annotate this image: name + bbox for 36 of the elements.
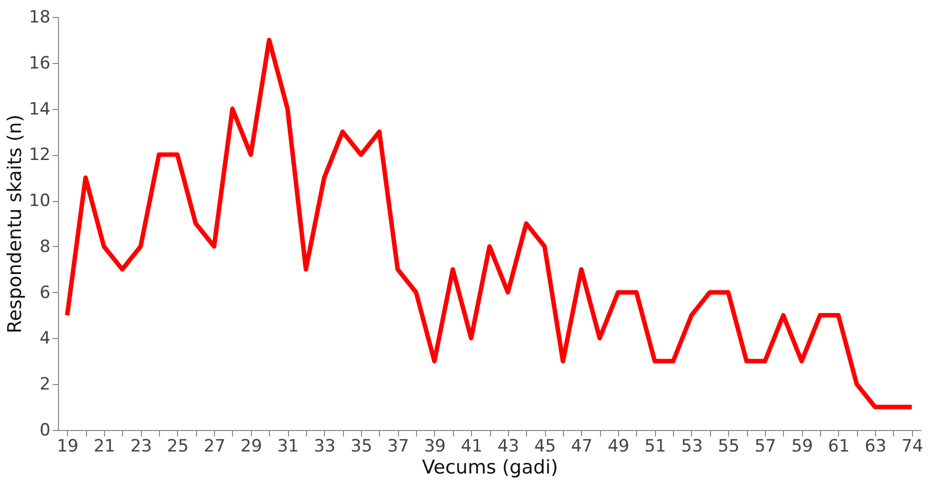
x-tick-label: 41 [460,436,482,456]
x-tick-label: 49 [608,436,630,456]
y-tick-label: 0 [40,420,50,440]
y-axis-title: Respondentu skaits (n) [4,114,26,334]
y-tick-label: 6 [40,282,50,303]
x-tick-label: 63 [864,436,886,456]
x-tick-label: 39 [424,436,446,456]
y-tick-label: 8 [40,236,50,257]
x-tick-label: 27 [204,436,226,456]
x-tick-label: 45 [534,436,556,456]
x-tick-label: 53 [681,436,703,456]
x-tick-label: 29 [240,436,262,456]
x-tick-label: 31 [277,436,299,456]
y-tick-label: 18 [28,8,50,28]
x-tick-label: 19 [56,436,78,456]
x-tick-label: 61 [828,436,850,456]
x-tick-label: 35 [350,436,372,456]
y-tick-label: 12 [28,145,50,166]
y-tick-label: 4 [40,328,50,349]
x-tick-label: 23 [130,436,152,456]
x-tick-label: 21 [94,436,116,456]
x-tick-label: 57 [754,436,776,456]
x-tick-label: 47 [570,436,593,456]
x-tick-label: 51 [644,436,666,456]
y-tick-label: 2 [40,374,50,395]
y-tick-label: 10 [28,191,50,212]
x-axis-title: Vecums (gadi) [422,456,558,478]
x-tick-label: 37 [387,436,410,456]
x-tick-label: 25 [167,436,189,456]
x-tick-label: 55 [718,436,740,456]
y-tick-label: 14 [28,99,50,120]
x-tick-label: 33 [314,436,336,456]
x-tick-label: 43 [498,436,520,456]
x-tick-label: 59 [791,436,813,456]
y-tick-label: 16 [28,53,50,74]
x-tick-label: 74 [902,436,924,456]
